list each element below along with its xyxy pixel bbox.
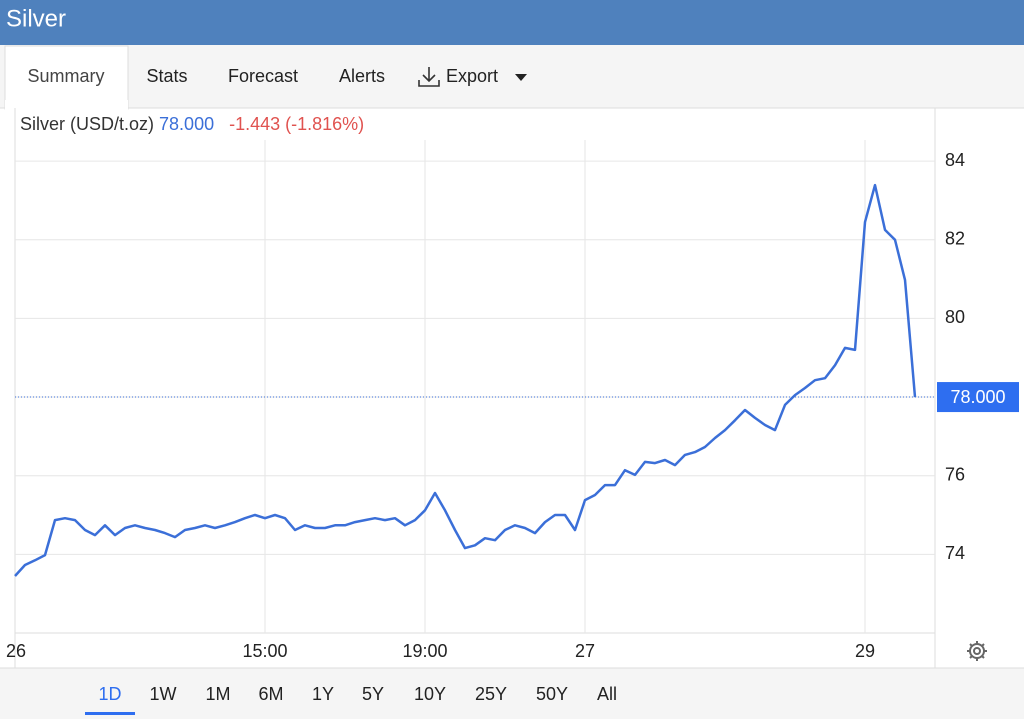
header-title: Silver xyxy=(6,5,66,32)
range-button[interactable]: 6M xyxy=(258,684,283,704)
price-line xyxy=(14,183,917,577)
tab[interactable]: Export xyxy=(446,66,498,86)
price-tag-label: 78.000 xyxy=(950,387,1005,407)
range-button[interactable]: 1Y xyxy=(312,684,334,704)
tab[interactable]: Forecast xyxy=(228,66,298,86)
change: -1.443 (-1.816%) xyxy=(229,114,364,134)
legend: Silver (USD/t.oz) 78.000 -1.443 (-1.816%… xyxy=(20,114,364,134)
price: 78.000 xyxy=(159,114,214,134)
y-tick-label: 84 xyxy=(945,150,965,170)
range-bar xyxy=(0,668,1024,719)
y-tick-label: 82 xyxy=(945,229,965,249)
tab-active-cover xyxy=(5,100,128,110)
price-tag xyxy=(937,382,1019,413)
header-bar xyxy=(0,0,1024,45)
range-button[interactable]: All xyxy=(597,684,617,704)
series-name: Silver (USD/t.oz) xyxy=(20,114,154,134)
tab[interactable]: Summary xyxy=(27,66,104,86)
x-tick-label: 27 xyxy=(575,641,595,661)
y-tick-label: 74 xyxy=(945,543,965,563)
range-button[interactable]: 10Y xyxy=(414,684,446,704)
download-icon xyxy=(418,67,440,87)
tab[interactable]: Stats xyxy=(146,66,187,86)
tab[interactable]: Alerts xyxy=(339,66,385,86)
tab-bar xyxy=(0,45,1024,108)
range-button[interactable]: 1W xyxy=(150,684,177,704)
settings-gear[interactable] xyxy=(967,641,987,661)
range-button[interactable]: 25Y xyxy=(475,684,507,704)
range-button[interactable]: 1M xyxy=(205,684,230,704)
dropdown-caret xyxy=(515,74,527,81)
range-button[interactable]: 5Y xyxy=(362,684,384,704)
y-tick-label: 76 xyxy=(945,464,965,484)
x-tick-label: 19:00 xyxy=(402,641,447,661)
x-tick-label: 29 xyxy=(855,641,875,661)
x-tick-label: 15:00 xyxy=(242,641,287,661)
tab-active-bg xyxy=(4,45,129,110)
y-tick-label: 80 xyxy=(945,307,965,327)
range-button[interactable]: 1D xyxy=(98,684,121,704)
x-tick-label: 26 xyxy=(6,641,26,661)
range-active-underline xyxy=(85,712,135,715)
range-button[interactable]: 50Y xyxy=(536,684,568,704)
